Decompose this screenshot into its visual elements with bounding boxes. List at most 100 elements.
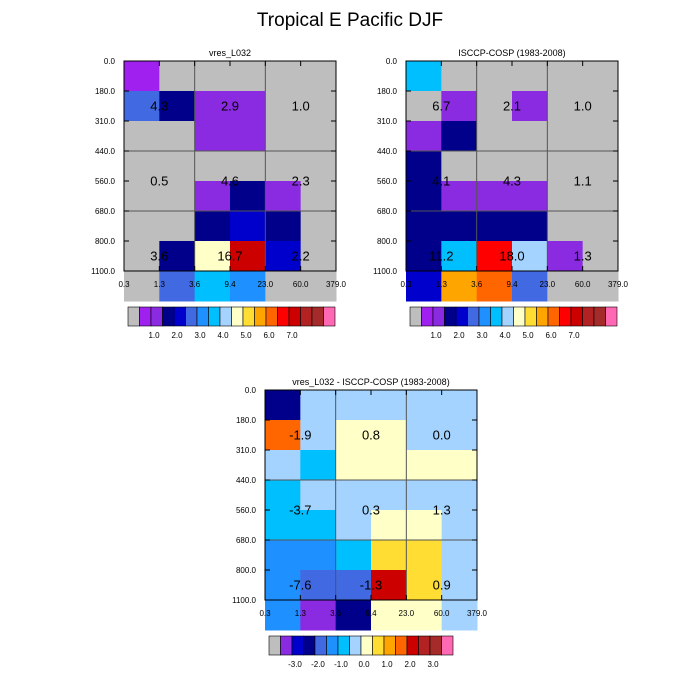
x-tick-label: 60.0 [293, 280, 309, 289]
heatmap-cell [582, 271, 619, 302]
heatmap-cell [194, 241, 231, 272]
heatmap-cell [300, 61, 337, 92]
heatmap-cell [441, 181, 478, 212]
colorbar-swatch [490, 306, 503, 327]
data-label: -3.7 [289, 503, 311, 518]
colorbar-swatch [605, 306, 618, 327]
heatmap-cell [300, 181, 337, 212]
heatmap-cell [265, 510, 301, 541]
colorbar-swatch [444, 306, 457, 327]
heatmap-cell [300, 271, 337, 302]
colorbar-swatch [219, 306, 232, 327]
panel-title: vres_L032 [209, 48, 251, 58]
y-tick-label: 800.0 [236, 566, 257, 575]
colorbar-swatch [570, 306, 583, 327]
y-tick-label: 180.0 [236, 416, 257, 425]
colorbar-swatch [303, 635, 316, 656]
colorbar-swatch [582, 306, 595, 327]
heatmap-cell [406, 480, 443, 511]
heatmap-cell [476, 61, 513, 92]
y-tick-label: 560.0 [377, 177, 398, 186]
data-label: 2.2 [292, 249, 310, 264]
colorbar-swatch [231, 306, 244, 327]
heatmap-cell [335, 420, 372, 451]
heatmap-cell [512, 181, 548, 212]
colorbar-swatch [280, 635, 293, 656]
data-label: 18.0 [499, 249, 524, 264]
heatmap-cell [265, 241, 302, 272]
heatmap-cell [406, 91, 442, 122]
x-tick-label: 379.0 [608, 280, 629, 289]
data-label: 3.6 [150, 249, 168, 264]
colorbar-swatch [311, 306, 324, 327]
heatmap-cell [406, 540, 443, 571]
x-tick-label: 23.0 [399, 609, 415, 618]
heatmap-cell [300, 450, 337, 481]
colorbar-swatch [314, 635, 327, 656]
colorbar-swatch [208, 306, 221, 327]
colorbar-swatch [277, 306, 290, 327]
heatmap-cell [406, 211, 442, 242]
heatmap-cell [371, 480, 407, 511]
x-tick-label: 1.3 [436, 280, 448, 289]
data-label: 11.2 [429, 249, 453, 264]
colorbar-swatch [360, 635, 373, 656]
heatmap-cell [441, 211, 478, 242]
heatmap-cell [300, 600, 337, 631]
heatmap-cell [512, 151, 548, 182]
heatmap-cell [406, 390, 443, 421]
heatmap-cell [406, 420, 443, 451]
colorbar-swatch [372, 635, 385, 656]
y-tick-label: 180.0 [377, 87, 398, 96]
data-label: 2.9 [221, 99, 239, 114]
heatmap-cell [194, 121, 231, 152]
heatmap-cell [159, 211, 196, 242]
heatmap-cell [265, 540, 301, 571]
heatmap-cell [300, 121, 337, 152]
heatmap-cell [476, 181, 513, 212]
colorbar-label: 1.0 [381, 660, 393, 669]
heatmap-cell [300, 540, 337, 571]
colorbar-swatch [268, 635, 281, 656]
heatmap-cell [441, 390, 478, 421]
colorbar-swatch [421, 306, 434, 327]
heatmap-cell [582, 121, 619, 152]
heatmap-cell [406, 181, 442, 212]
heatmap-cell [335, 510, 372, 541]
x-tick-label: 1.3 [154, 280, 166, 289]
data-label: 0.5 [150, 174, 168, 189]
heatmap-cell [265, 211, 302, 242]
data-label: -1.3 [360, 578, 382, 593]
x-tick-label: 3.6 [471, 280, 483, 289]
colorbar-label: 6.0 [263, 331, 275, 340]
colorbar-swatch [196, 306, 209, 327]
colorbar-label: -1.0 [334, 660, 348, 669]
data-label: 4.3 [150, 99, 168, 114]
heatmap-cell [547, 121, 584, 152]
heatmap-cell [406, 241, 442, 272]
heatmap-cell [406, 570, 443, 601]
heatmap-cell [441, 91, 478, 122]
heatmap-cell [124, 241, 160, 272]
heatmap-cell [335, 480, 372, 511]
x-tick-label: 0.3 [118, 280, 130, 289]
heatmap-cell [476, 241, 513, 272]
y-tick-label: 0.0 [245, 386, 257, 395]
heatmap-cell [406, 121, 442, 152]
colorbar-swatch [242, 306, 255, 327]
heatmap-cell [441, 480, 478, 511]
colorbar-label: 6.0 [545, 331, 557, 340]
heatmap-cell [335, 450, 372, 481]
colorbar-swatch [395, 635, 408, 656]
heatmap-cell [265, 570, 301, 601]
heatmap-cell [582, 241, 619, 272]
heatmap-cell [441, 241, 478, 272]
heatmap-cell [476, 151, 513, 182]
heatmap-cell [230, 91, 266, 122]
heatmap-cell [547, 271, 584, 302]
heatmap-cell [406, 600, 443, 631]
x-tick-label: 9.4 [224, 280, 236, 289]
y-tick-label: 440.0 [95, 147, 116, 156]
data-label: 0.3 [362, 503, 380, 518]
